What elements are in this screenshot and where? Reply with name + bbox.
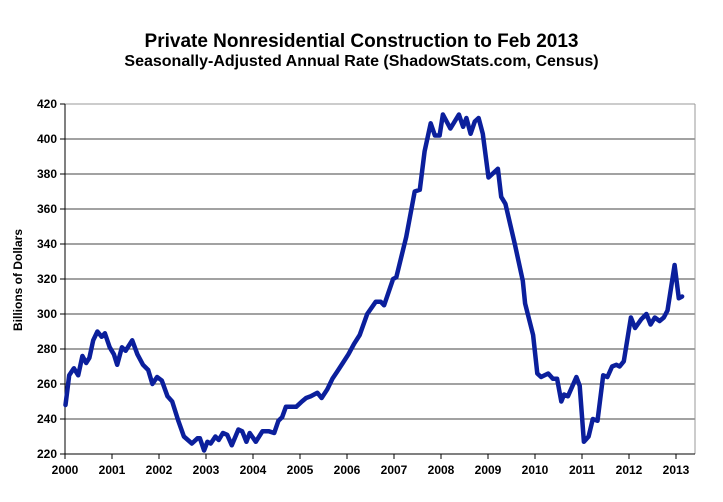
y-tick-label: 300 [37, 307, 57, 321]
y-tick-label: 320 [37, 272, 57, 286]
chart-title: Private Nonresidential Construction to F… [144, 31, 579, 52]
y-axis-label: Billions of Dollars [11, 229, 25, 331]
x-tick-label: 2006 [334, 463, 361, 477]
x-tick-label: 2009 [475, 463, 502, 477]
x-tick-label: 2011 [569, 463, 595, 477]
y-tick-label: 280 [37, 342, 57, 356]
x-tick-label: 2002 [146, 463, 173, 477]
x-tick-label: 2012 [616, 463, 643, 477]
y-tick-label: 260 [37, 377, 57, 391]
chart-subtitle: Seasonally-Adjusted Annual Rate (ShadowS… [124, 53, 599, 70]
y-tick-label: 240 [37, 412, 57, 426]
x-tick-label: 2003 [193, 463, 220, 477]
y-tick-label: 400 [37, 132, 57, 146]
x-tick-label: 2008 [428, 463, 455, 477]
y-tick-label: 360 [37, 202, 57, 216]
y-tick-label: 420 [37, 97, 57, 111]
x-tick-label: 2004 [240, 463, 267, 477]
y-tick-label: 380 [37, 167, 57, 181]
x-tick-label: 2000 [52, 463, 79, 477]
x-tick-label: 2007 [381, 463, 408, 477]
x-tick-label: 2013 [663, 463, 690, 477]
x-tick-label: 2001 [99, 463, 126, 477]
x-tick-label: 2010 [522, 463, 549, 477]
y-tick-label: 220 [37, 447, 57, 461]
y-tick-label: 340 [37, 237, 57, 251]
series-line [63, 112, 685, 453]
x-tick-label: 2005 [287, 463, 314, 477]
